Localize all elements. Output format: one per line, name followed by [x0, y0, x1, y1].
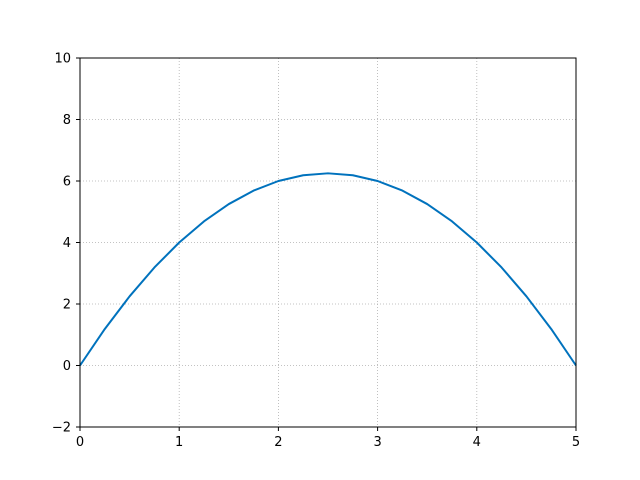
- x-tick-label: 2: [274, 435, 282, 450]
- series-line-0: [79, 172, 577, 367]
- x-tick-label: 3: [373, 435, 381, 450]
- y-tick-label: 10: [54, 52, 71, 67]
- series-layer: [79, 172, 577, 367]
- y-tick-label: 2: [63, 298, 71, 313]
- y-tick-label: −2: [52, 421, 71, 436]
- y-tick-label: 6: [63, 175, 71, 190]
- x-tick-label: 1: [175, 435, 183, 450]
- y-tick-label: 8: [63, 113, 71, 128]
- grid: [79, 57, 577, 428]
- y-tick-label: 0: [63, 359, 71, 374]
- x-tick-label: 5: [572, 435, 580, 450]
- y-tick-label: 4: [63, 236, 71, 251]
- x-tick-label: 0: [76, 435, 84, 450]
- x-tick-label: 4: [473, 435, 481, 450]
- plot-area-frame: [79, 57, 577, 428]
- axis-ticks: 0 1 2 3 4 5 −2 0 2 4 6 8 10: [52, 52, 580, 451]
